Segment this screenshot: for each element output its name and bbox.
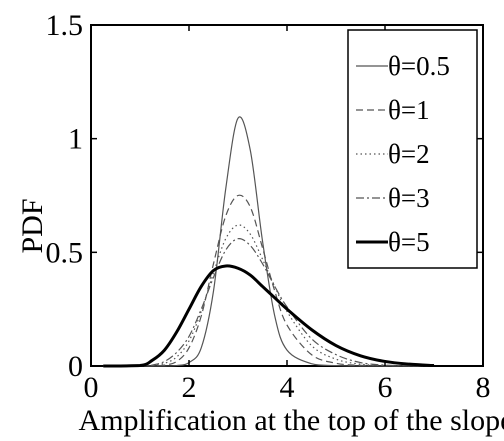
x-tick-label: 4 (280, 371, 295, 404)
y-axis-ticks: 0 0.5 1 1.5 (46, 9, 483, 383)
x-tick-label: 0 (84, 371, 99, 404)
series-line-5 (103, 264, 435, 368)
y-tick-label: 0 (68, 350, 83, 383)
legend-label: θ=5 (388, 227, 430, 257)
x-tick-label: 6 (378, 371, 393, 404)
x-tick-label: 8 (476, 371, 491, 404)
x-tick-label: 2 (182, 371, 197, 404)
legend-label: θ=2 (388, 139, 430, 169)
legend-label: θ=0.5 (388, 51, 450, 81)
y-tick-label: 0.5 (46, 236, 84, 269)
x-axis-ticks: 0 2 4 6 8 (84, 25, 491, 404)
legend-box (347, 29, 478, 269)
y-tick-label: 1 (68, 123, 83, 156)
series-line-4 (103, 237, 435, 367)
legend-label: θ=3 (388, 183, 430, 213)
series-line-1 (103, 116, 434, 367)
legend-label: θ=1 (388, 95, 430, 125)
series-group (103, 116, 435, 368)
y-tick-label: 1.5 (46, 9, 84, 42)
legend: θ=0.5 θ=1 θ=2 θ=3 θ=5 (347, 29, 478, 269)
series-line-3 (103, 224, 434, 367)
x-axis-label: Amplification at the top of the slope (79, 404, 504, 437)
y-axis-label: PDF (16, 198, 49, 253)
